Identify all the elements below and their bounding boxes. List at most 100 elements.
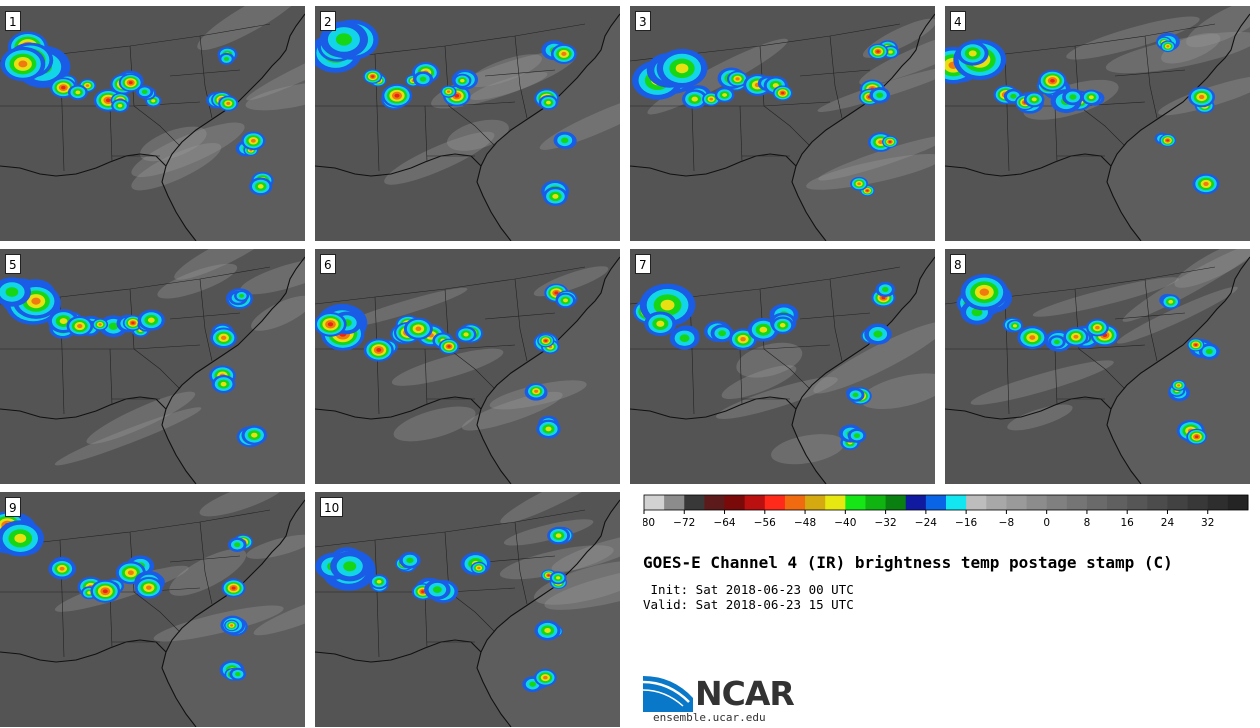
- colorbar-swatch: [1006, 495, 1028, 510]
- cloud-band: [469, 71, 548, 100]
- storm-cell: [98, 323, 102, 326]
- ensemble-member-panel[interactable]: 4: [945, 6, 1250, 241]
- storm-cell: [59, 566, 65, 571]
- storm-cell: [543, 675, 548, 680]
- coastline: [945, 396, 1112, 420]
- colorbar-swatch: [1227, 495, 1249, 510]
- coastline: [315, 639, 482, 663]
- colorbar-tick-label: 32: [1201, 517, 1214, 529]
- storm-cell: [1203, 181, 1209, 186]
- ensemble-member-panel[interactable]: 2: [315, 6, 620, 241]
- colorbar-swatch: [1187, 495, 1209, 510]
- colorbar-tick-label: −56: [754, 517, 776, 529]
- colorbar-tick-label: −32: [875, 517, 897, 529]
- coastline: [0, 396, 167, 420]
- cloud-band: [246, 36, 305, 101]
- colorbar-tick-label: −80: [643, 517, 655, 529]
- ensemble-member-panel[interactable]: 1: [0, 6, 305, 241]
- cloud-band: [1174, 249, 1250, 288]
- storm-cell: [555, 533, 562, 538]
- coastline: [476, 256, 620, 484]
- storm-cell: [718, 330, 727, 337]
- colorbar-swatch: [684, 495, 705, 510]
- ensemble-member-panel[interactable]: 5: [0, 249, 305, 484]
- storm-cell: [853, 433, 861, 439]
- state-border: [109, 348, 113, 406]
- storm-cell: [220, 335, 227, 340]
- state-border: [514, 35, 528, 119]
- member-number-label: 3: [635, 11, 651, 31]
- cloud-band: [1122, 249, 1250, 322]
- ensemble-member-panel[interactable]: 6: [315, 249, 620, 484]
- cloud-band: [647, 38, 788, 115]
- colorbar-swatch: [845, 495, 866, 510]
- coastline: [0, 639, 167, 663]
- storm-cell: [888, 140, 892, 143]
- cloud-band: [970, 360, 1114, 405]
- colorbar-swatch: [1127, 495, 1148, 510]
- ir-satellite-map: [630, 6, 935, 241]
- storm-cell: [852, 392, 859, 398]
- colorbar-swatch: [1026, 495, 1048, 510]
- state-border: [630, 344, 831, 350]
- state-border: [448, 348, 496, 390]
- storm-cell: [5, 287, 19, 297]
- storm-cell: [971, 307, 983, 317]
- cloud-band: [813, 321, 935, 394]
- state-border: [199, 521, 213, 605]
- member-number-label: 4: [950, 11, 966, 31]
- ensemble-member-panel[interactable]: 3: [630, 6, 935, 241]
- coastline: [630, 396, 797, 420]
- storm-cell: [454, 94, 460, 98]
- storm-cell: [866, 189, 869, 192]
- state-border: [448, 105, 496, 147]
- state-border: [1144, 35, 1158, 119]
- coastline: [791, 256, 935, 484]
- ensemble-member-panel[interactable]: 8: [945, 249, 1250, 484]
- storm-cell: [878, 140, 884, 145]
- storm-cell: [1095, 325, 1100, 330]
- ensemble-member-panel[interactable]: 7: [630, 249, 935, 484]
- cloud-band: [1032, 277, 1179, 317]
- state-border: [133, 348, 181, 390]
- cloud-band: [391, 348, 504, 386]
- cloud-band: [771, 434, 845, 465]
- storm-cell: [31, 297, 41, 305]
- storm-cell: [61, 85, 66, 90]
- colorbar-swatch: [724, 495, 746, 510]
- storm-cell: [376, 348, 382, 352]
- storm-cell: [127, 570, 134, 576]
- cloud-band: [500, 492, 609, 524]
- member-number-label: 5: [5, 254, 21, 274]
- cloud-band: [54, 407, 202, 466]
- ir-satellite-map: [630, 249, 935, 484]
- storm-cell: [552, 193, 559, 199]
- state-border: [630, 101, 831, 107]
- state-border: [315, 101, 516, 107]
- storm-cell: [1205, 348, 1213, 355]
- storm-cell: [1029, 335, 1036, 340]
- state-border: [514, 521, 528, 605]
- cloud-band: [1105, 31, 1250, 74]
- storm-cell: [234, 542, 241, 548]
- state-border: [484, 69, 556, 77]
- coastline: [161, 13, 305, 241]
- storm-cell: [873, 330, 883, 338]
- colorbar-tick-label: −24: [915, 517, 937, 529]
- colorbar-swatch: [986, 495, 1007, 510]
- storm-cell: [1166, 45, 1170, 48]
- colorbar-tick-label: −72: [673, 517, 695, 529]
- ensemble-member-panel[interactable]: 9: [0, 492, 305, 727]
- ensemble-member-panel[interactable]: 10: [315, 492, 620, 727]
- member-number-label: 1: [5, 11, 21, 31]
- member-number-label: 6: [320, 254, 336, 274]
- storm-cell: [146, 585, 152, 590]
- storm-cell: [141, 89, 148, 94]
- cloud-band: [1116, 286, 1238, 344]
- colorbar-swatch: [885, 495, 907, 510]
- storm-cell: [131, 321, 135, 325]
- storm-cell: [220, 381, 227, 387]
- land-area: [0, 249, 305, 484]
- cloud-band: [245, 82, 305, 111]
- state-border: [829, 278, 843, 362]
